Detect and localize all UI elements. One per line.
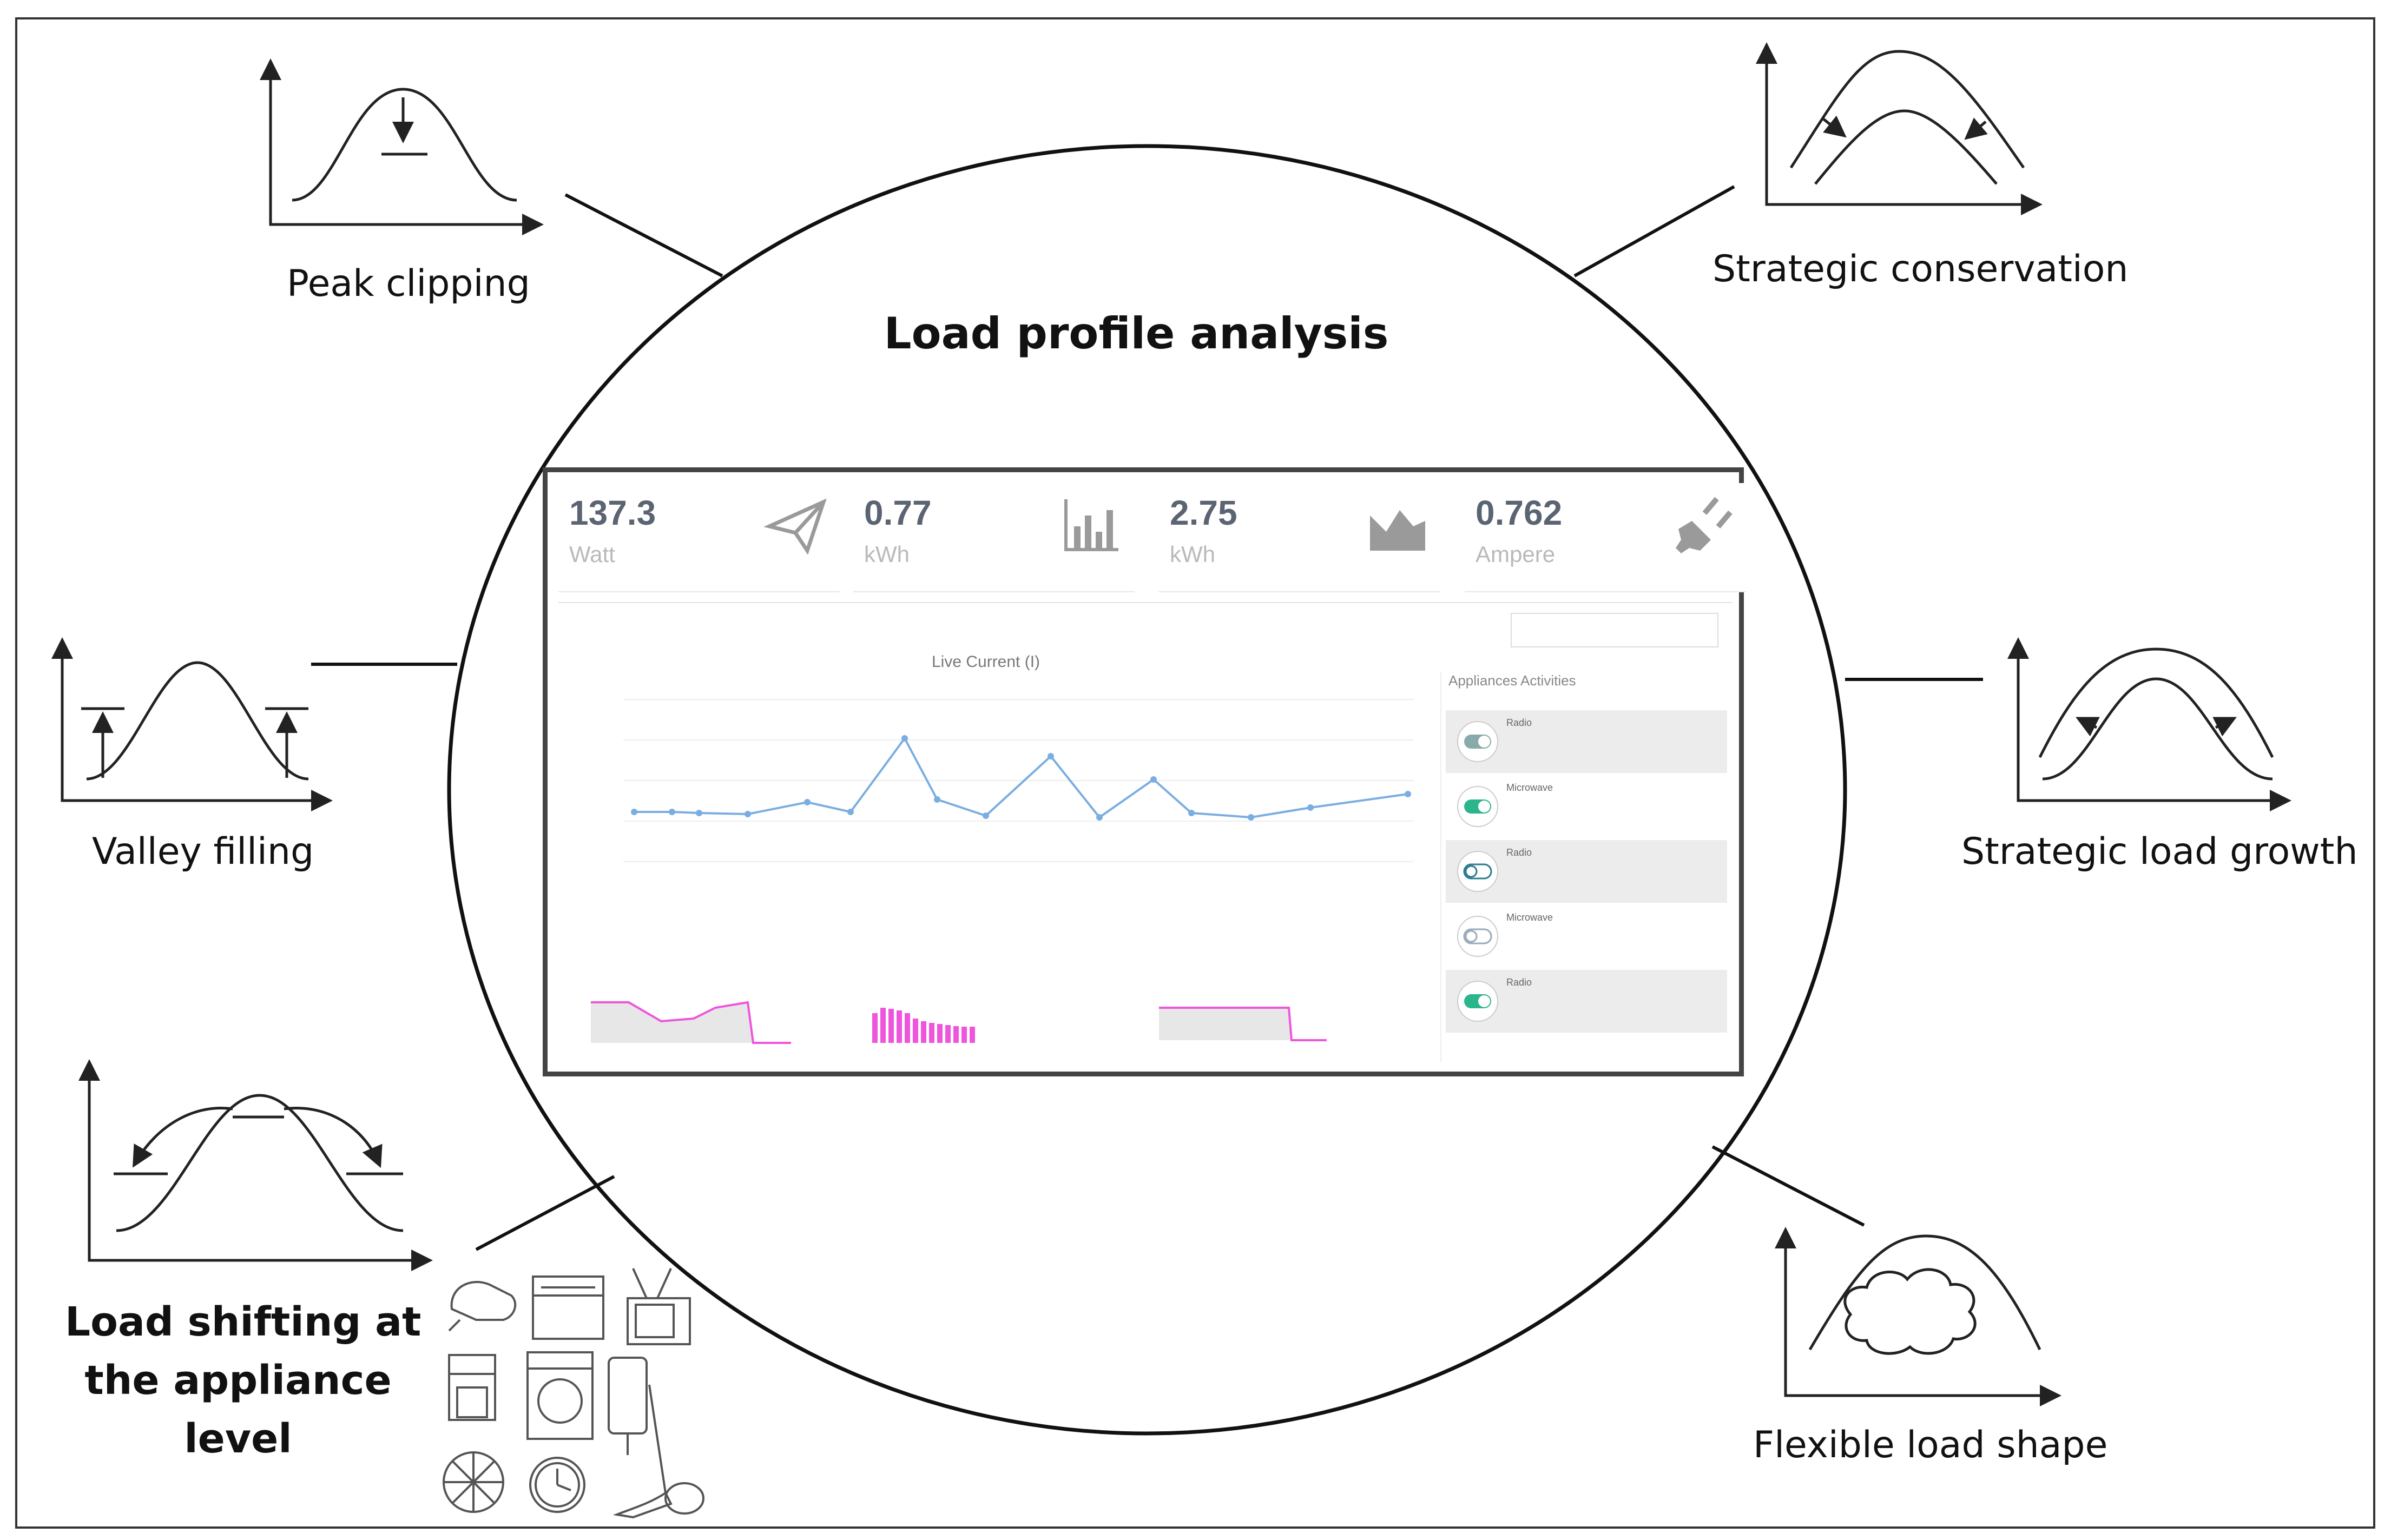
metric-card-power: 137.3 Watt xyxy=(558,483,840,592)
plug-icon xyxy=(1676,497,1733,553)
connector-flexible-load-shape xyxy=(1711,1145,1865,1227)
dashboard-screenshot: 137.3 Watt 0.77 kWh 2.75 kWh 0.762 Amper… xyxy=(543,467,1746,1076)
central-ellipse xyxy=(447,144,1847,1436)
metric-unit-energy-today: kWh xyxy=(864,541,910,567)
metric-unit-power: Watt xyxy=(569,541,615,567)
coffee-maker-icon xyxy=(448,1354,496,1421)
metric-value-energy-today: 0.77 xyxy=(864,493,932,532)
outer-frame xyxy=(15,17,2375,1529)
live-current-chart: Live Current (I) xyxy=(623,653,1413,862)
toggle-off-icon[interactable] xyxy=(1453,850,1502,893)
connector-load-shifting xyxy=(475,1175,615,1251)
title: Load profile analysis xyxy=(884,308,1389,359)
appliance-name: Radio xyxy=(1506,847,1532,858)
appliance-row: Microwave xyxy=(1446,775,1727,838)
divider xyxy=(558,602,1733,603)
connector-peak-clipping xyxy=(564,193,723,277)
appliance-row: Radio xyxy=(1446,710,1727,773)
paper-plane-icon xyxy=(764,498,827,555)
strategic-conservation-icon xyxy=(1756,42,2043,215)
date-range-picker[interactable] xyxy=(1511,613,1718,647)
toggle-off-icon[interactable] xyxy=(1453,915,1502,958)
vacuum-cleaner-icon xyxy=(612,1384,704,1519)
appliance-name: Microwave xyxy=(1506,912,1553,923)
metric-card-current: 0.762 Ampere xyxy=(1465,483,1746,592)
strategic-load-growth-icon xyxy=(2007,637,2291,811)
water-heater-icon xyxy=(608,1357,648,1455)
peak-clipping-label: Peak clipping xyxy=(287,262,530,305)
appliance-row: Microwave xyxy=(1446,905,1727,968)
fan-icon xyxy=(443,1451,504,1513)
appliance-row: Radio xyxy=(1446,840,1727,903)
toggle-on-icon[interactable] xyxy=(1453,980,1502,1023)
appliance-name: Radio xyxy=(1506,977,1532,988)
appliance-name: Radio xyxy=(1506,717,1532,728)
washing-machine-icon xyxy=(526,1351,594,1440)
load-shifting-line-1: Load shifting at xyxy=(65,1299,421,1345)
valley-filling-label: Valley filling xyxy=(92,830,314,873)
toggle-on-icon[interactable] xyxy=(1453,720,1502,763)
television-icon xyxy=(627,1268,691,1345)
area-chart-icon xyxy=(1370,510,1425,551)
mixer-icon xyxy=(448,1281,517,1332)
humidity-sparkline xyxy=(591,1001,791,1044)
load-shifting-line-3: level xyxy=(184,1416,292,1462)
strategic-conservation-label: Strategic conservation xyxy=(1712,248,2129,290)
bar-chart-icon xyxy=(1064,499,1118,551)
connector-strategic-conservation xyxy=(1573,185,1735,277)
load-shifting-line-2: the appliance xyxy=(84,1357,392,1404)
appliance-name: Microwave xyxy=(1506,782,1553,793)
metric-unit-current: Ampere xyxy=(1476,541,1556,567)
clock-icon xyxy=(529,1457,585,1513)
appliances-header: Appliances Activities xyxy=(1448,672,1576,689)
metric-value-power: 137.3 xyxy=(569,493,656,532)
voltage-sparkline xyxy=(1159,1007,1327,1041)
current-series-line xyxy=(634,736,1408,819)
toggle-on-icon[interactable] xyxy=(1453,785,1502,828)
metric-card-energy-yesterday: 2.75 kWh xyxy=(1159,483,1440,592)
connector-lines xyxy=(311,185,1983,1251)
chart-title: Live Current (I) xyxy=(932,653,1040,671)
load-shifting-label: Load shifting at the appliance level xyxy=(65,1293,421,1468)
strategic-load-growth-label: Strategic load growth xyxy=(1961,830,2358,873)
panel-divider xyxy=(1440,672,1441,1062)
metric-unit-energy-yesterday: kWh xyxy=(1170,541,1215,567)
appliances-illustration xyxy=(443,1268,704,1519)
sparklines xyxy=(591,1001,1327,1044)
load-shifting-icon xyxy=(78,1059,433,1271)
metric-card-energy-today: 0.77 kWh xyxy=(853,483,1135,592)
dishwasher-icon xyxy=(532,1275,604,1340)
flexible-load-shape-label: Flexible load shape xyxy=(1753,1424,2108,1466)
valley-filling-icon xyxy=(51,637,333,811)
temperature-sparkline xyxy=(872,1008,975,1043)
metric-value-energy-yesterday: 2.75 xyxy=(1170,493,1237,532)
flexible-load-shape-icon xyxy=(1775,1227,2061,1406)
appliance-row: Radio xyxy=(1446,970,1727,1033)
metric-value-current: 0.762 xyxy=(1476,493,1563,532)
peak-clipping-icon xyxy=(260,58,544,235)
